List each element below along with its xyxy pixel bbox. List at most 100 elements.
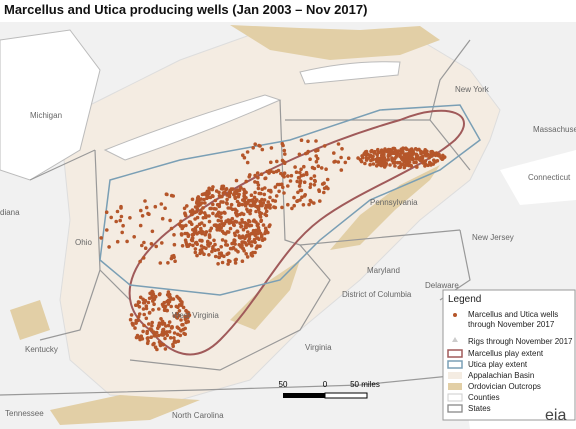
well [245, 233, 249, 238]
well [293, 165, 297, 169]
well [246, 230, 250, 234]
well [275, 159, 279, 164]
well [313, 179, 318, 183]
well [120, 230, 124, 235]
well [236, 194, 241, 199]
well [234, 257, 238, 262]
well [145, 331, 149, 336]
well [125, 239, 129, 244]
well [256, 183, 261, 187]
well [303, 193, 308, 197]
well [159, 202, 164, 206]
well [235, 212, 239, 217]
well [198, 203, 202, 207]
well [302, 180, 307, 184]
state-label: Tennessee [5, 409, 44, 418]
well [288, 179, 293, 183]
well [141, 329, 145, 334]
well [298, 181, 302, 186]
well [316, 164, 321, 168]
well [259, 172, 264, 176]
well [404, 154, 409, 159]
well [376, 147, 380, 152]
well [216, 218, 221, 223]
well [220, 253, 224, 258]
well [166, 298, 171, 303]
well [163, 206, 167, 210]
well [254, 198, 258, 203]
well [295, 179, 300, 184]
well [221, 186, 225, 190]
well [262, 192, 267, 197]
legend-item: Appalachian Basin [468, 371, 534, 380]
well [375, 156, 380, 160]
well [186, 244, 191, 248]
well [301, 173, 306, 177]
well [195, 253, 199, 258]
well [360, 154, 364, 158]
well [150, 320, 154, 325]
well [202, 197, 206, 202]
well [162, 300, 166, 305]
well [150, 229, 155, 234]
well [253, 173, 257, 178]
well [203, 201, 207, 205]
well [233, 233, 237, 238]
well [160, 330, 165, 335]
well [222, 210, 226, 215]
well [207, 235, 212, 239]
well [356, 156, 360, 160]
well [217, 228, 222, 232]
well [309, 199, 313, 204]
well [339, 168, 344, 172]
state-label: New York [455, 85, 490, 94]
well [136, 315, 141, 319]
well [268, 223, 272, 227]
legend-title: Legend [448, 294, 481, 305]
well [168, 295, 173, 300]
well [119, 214, 124, 219]
well [237, 203, 242, 207]
well [211, 211, 215, 216]
well [318, 199, 322, 203]
well [268, 195, 272, 200]
well [185, 310, 190, 314]
well [386, 154, 391, 158]
map: Michigan New York Massachusetts Connecti… [0, 22, 576, 429]
well [273, 185, 278, 189]
title: Marcellus and Utica producing wells (Jan… [4, 2, 367, 17]
well [217, 190, 221, 195]
well [437, 152, 441, 157]
well [414, 160, 418, 165]
well [222, 221, 227, 226]
well [190, 197, 195, 202]
well [256, 186, 261, 191]
well [211, 245, 215, 249]
well [243, 225, 248, 229]
well [407, 163, 411, 167]
well [296, 199, 300, 203]
well [220, 238, 225, 242]
well [217, 255, 221, 259]
well [153, 345, 158, 350]
well [254, 209, 258, 214]
well [232, 223, 236, 228]
well [118, 218, 122, 223]
well [146, 300, 151, 305]
well [223, 239, 228, 244]
well [269, 169, 273, 173]
well [429, 153, 434, 157]
well [161, 327, 166, 332]
well [157, 307, 161, 311]
well [177, 313, 182, 318]
well [256, 175, 260, 180]
well [152, 341, 156, 346]
well [252, 195, 257, 200]
well [304, 170, 309, 175]
well [189, 238, 194, 242]
well [193, 228, 198, 233]
well [339, 155, 343, 160]
well [248, 203, 253, 208]
lake-michigan [0, 29, 101, 181]
well [144, 306, 149, 311]
